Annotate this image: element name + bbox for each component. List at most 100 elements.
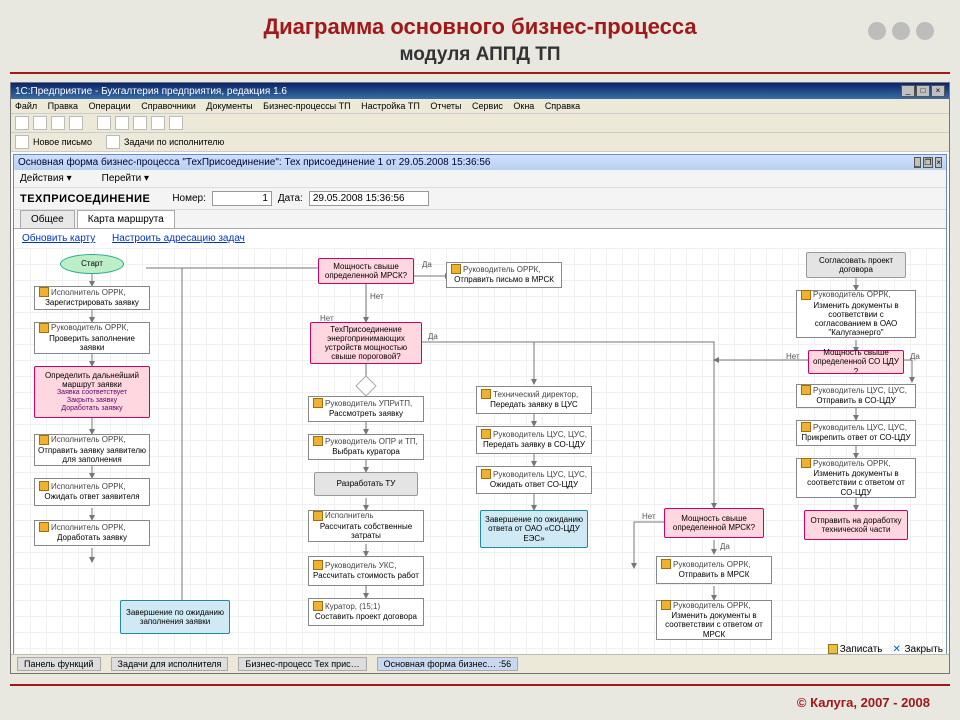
person-icon [313, 511, 323, 521]
node-decision-threshold[interactable]: ТехПрисоединение энергопринимающих устро… [310, 322, 422, 364]
node-wait-applicant[interactable]: Исполнитель ОРРК,Ожидать ответ заявителя [34, 478, 150, 506]
menu-help[interactable]: Справка [545, 101, 580, 111]
app-titlebar: 1С:Предприятие - Бухгалтерия предприятия… [11, 83, 949, 99]
num-input[interactable] [212, 191, 272, 206]
node-choose-curator[interactable]: Руководитель ОПР и ТП,Выбрать куратора [308, 434, 424, 460]
person-icon [39, 522, 49, 532]
node-determine-route[interactable]: Определить дальнейший маршрут заявкиЗаяв… [34, 366, 150, 418]
tasks-label[interactable]: Задачи по исполнителю [124, 137, 224, 147]
node-approve-contract[interactable]: Согласовать проект договора [806, 252, 906, 278]
person-icon [481, 469, 491, 479]
link-configure-addressing[interactable]: Настроить адресацию задач [112, 233, 245, 244]
person-icon [313, 436, 323, 446]
new-message-label[interactable]: Новое письмо [33, 137, 92, 147]
maximize-button[interactable]: □ [916, 85, 930, 97]
link-bar: Обновить карту Настроить адресацию задач [14, 229, 946, 248]
node-decision-socdu[interactable]: Мощность свыше определенной СО ЦДУ ? [808, 350, 904, 374]
menu-edit[interactable]: Правка [48, 101, 78, 111]
label-no: Нет [642, 512, 656, 521]
task-item[interactable]: Задачи для исполнителя [111, 657, 229, 671]
node-calc-work-cost[interactable]: Руководитель УКС,Рассчитать стоимость ра… [308, 556, 424, 586]
tb-icon[interactable] [115, 116, 129, 130]
form-header: ТЕХПРИСОЕДИНЕНИЕ Номер: Дата: [14, 188, 946, 210]
slide-decor-dots [868, 22, 934, 40]
node-rework-request[interactable]: Исполнитель ОРРК,Доработать заявку [34, 520, 150, 546]
person-icon [39, 435, 49, 445]
tb-icon[interactable] [151, 116, 165, 130]
save-icon [828, 644, 838, 654]
node-pass-to-socdu[interactable]: Руководитель ЦУС, ЦУС,Передать заявку в … [476, 426, 592, 454]
node-send-for-rework[interactable]: Отправить на доработку технической части [804, 510, 908, 540]
menu-windows[interactable]: Окна [513, 101, 534, 111]
actions-dropdown[interactable]: Действия ▾ [20, 173, 72, 184]
node-adjust-docs-kaluga[interactable]: Руководитель ОРРК,Изменить документы в с… [796, 290, 916, 338]
node-end-fill-wait: Завершение по ожиданию заполнения заявки [120, 600, 230, 634]
node-send-to-mrsk[interactable]: Руководитель ОРРК,Отправить в МРСК [656, 556, 772, 584]
tb-icon[interactable] [33, 116, 47, 130]
flowchart-canvas[interactable]: Старт Исполнитель ОРРК,Зарегистрировать … [14, 248, 946, 674]
tb-icon[interactable] [97, 116, 111, 130]
node-check-filling[interactable]: Руководитель ОРРК,Проверить заполнение з… [34, 322, 150, 354]
label-no: Нет [320, 314, 334, 323]
task-item[interactable]: Бизнес-процесс Тех прис… [238, 657, 366, 671]
person-icon [313, 398, 323, 408]
goto-dropdown[interactable]: Перейти ▾ [102, 173, 149, 184]
menu-reports[interactable]: Отчеты [430, 101, 461, 111]
node-decision-mrsk2[interactable]: Мощность свыше определенной МРСК? [664, 508, 764, 538]
node-send-letter-mrsk[interactable]: Руководитель ОРРК,Отправить письмо в МРС… [446, 262, 562, 288]
menu-catalogs[interactable]: Справочники [141, 101, 196, 111]
tb-icon[interactable] [169, 116, 183, 130]
tab-route-map[interactable]: Карта маршрута [77, 210, 175, 228]
person-icon [313, 560, 323, 570]
menu-documents[interactable]: Документы [206, 101, 252, 111]
node-register-request[interactable]: Исполнитель ОРРК,Зарегистрировать заявку [34, 286, 150, 310]
tab-general[interactable]: Общее [20, 210, 75, 228]
tb-icon[interactable] [69, 116, 83, 130]
node-attach-socdu-reply[interactable]: Руководитель ЦУС, ЦУС,Прикрепить ответ о… [796, 420, 916, 446]
node-send-to-applicant[interactable]: Исполнитель ОРРК,Отправить заявку заявит… [34, 434, 150, 466]
app-title: 1С:Предприятие - Бухгалтерия предприятия… [15, 86, 287, 97]
num-label: Номер: [172, 193, 206, 204]
slide-footer: © Калуга, 2007 - 2008 [797, 695, 930, 710]
sub-restore-button[interactable]: ❐ [923, 157, 932, 168]
tb-icon[interactable] [15, 116, 29, 130]
task-item-active[interactable]: Основная форма бизнес… :56 [377, 657, 519, 671]
tb-icon[interactable] [51, 116, 65, 130]
menu-bp-tp[interactable]: Бизнес-процессы ТП [263, 101, 350, 111]
node-adjust-docs-mrsk[interactable]: Руководитель ОРРК,Изменить документы в с… [656, 600, 772, 640]
node-calc-own-costs[interactable]: ИсполнительРассчитать собственные затрат… [308, 510, 424, 542]
node-develop-tu[interactable]: Разработать ТУ [314, 472, 418, 496]
person-icon [801, 458, 811, 468]
slide-title: Диаграмма основного бизнес-процесса [0, 0, 960, 44]
close-button[interactable]: × [931, 85, 945, 97]
menu-file[interactable]: Файл [15, 101, 37, 111]
menu-operations[interactable]: Операции [89, 101, 131, 111]
sub-titlebar: Основная форма бизнес-процесса "ТехПрисо… [14, 155, 946, 170]
person-icon [481, 429, 491, 439]
tasks-icon[interactable] [106, 135, 120, 149]
person-icon [481, 389, 491, 399]
menu-setup-tp[interactable]: Настройка ТП [361, 101, 420, 111]
link-refresh-map[interactable]: Обновить карту [22, 233, 95, 244]
node-pass-to-cus[interactable]: Технический директор,Передать заявку в Ц… [476, 386, 592, 414]
status-panel[interactable]: Панель функций [17, 657, 101, 671]
node-adjust-docs-socdu[interactable]: Руководитель ОРРК,Изменить документы в с… [796, 458, 916, 498]
new-message-icon[interactable] [15, 135, 29, 149]
node-decision-mrsk[interactable]: Мощность свыше определенной МРСК? [318, 258, 414, 284]
person-icon [39, 481, 49, 491]
sub-minimize-button[interactable]: _ [914, 157, 920, 168]
label-yes: Да [428, 332, 438, 341]
node-wait-socdu[interactable]: Руководитель ЦУС, ЦУС,Ожидать ответ СО-Ц… [476, 466, 592, 494]
node-draft-contract[interactable]: Куратор, (15;1)Составить проект договора [308, 598, 424, 626]
minimize-button[interactable]: _ [901, 85, 915, 97]
slide-rule [10, 72, 950, 74]
sub-close-button[interactable]: × [935, 157, 942, 168]
menu-service[interactable]: Сервис [472, 101, 503, 111]
person-icon [39, 323, 49, 333]
node-send-to-socdu[interactable]: Руководитель ЦУС, ЦУС,Отправить в СО-ЦДУ [796, 384, 916, 408]
person-icon [801, 290, 811, 300]
node-review-request[interactable]: Руководитель УПРиТП,Рассмотреть заявку [308, 396, 424, 422]
tb-icon[interactable] [133, 116, 147, 130]
actions-bar: Действия ▾ Перейти ▾ [14, 170, 946, 188]
date-input[interactable] [309, 191, 429, 206]
